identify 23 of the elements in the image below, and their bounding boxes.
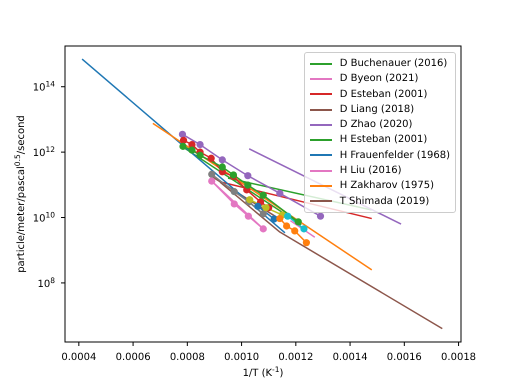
x-tick-label: 0.0014 — [332, 352, 368, 363]
x-tick-label: 0.0006 — [116, 352, 151, 363]
y-tick-label: 10$^{8}$ — [37, 275, 56, 290]
legend-label: H Frauenfelder (1968) — [340, 148, 450, 163]
legend-label: H Esteban (2001) — [340, 133, 428, 148]
x-tick-label: 0.0004 — [61, 352, 96, 363]
y-tick-label: 10$^{12}$ — [32, 144, 56, 160]
legend-label: H Liu (2016) — [340, 164, 402, 178]
legend-label: D Byeon (2021) — [340, 72, 418, 86]
y-tick-label: 10$^{14}$ — [32, 79, 56, 94]
x-axis-title: 1/T (K$^{-1}$) — [242, 364, 284, 379]
legend-label: T Shimada (2019) — [340, 194, 430, 209]
x-tick-label: 0.0010 — [224, 352, 260, 363]
x-tick-label: 0.0016 — [386, 352, 422, 363]
x-tick-label: 0.0008 — [170, 352, 205, 363]
legend-label: D Buchenauer (2016) — [340, 57, 448, 71]
legend-label: D Zhao (2020) — [340, 118, 412, 132]
legend-label: D Liang (2018) — [340, 102, 414, 117]
x-tick-label: 0.0012 — [278, 352, 314, 363]
x-tick-label: 0.0018 — [441, 352, 476, 363]
y-tick-label: 10$^{10}$ — [32, 210, 56, 225]
legend-label: D Esteban (2001) — [340, 88, 428, 102]
legend-label: H Zakharov (1975) — [340, 179, 434, 194]
